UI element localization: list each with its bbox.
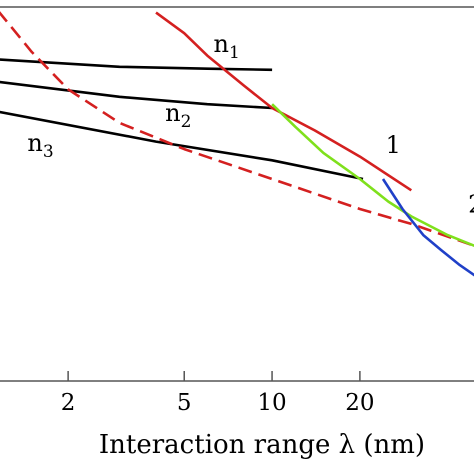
x-ticks: 2 5 10 20 xyxy=(61,371,375,416)
series-curves xyxy=(0,11,474,277)
x-axis-label: Interaction range λ (nm) xyxy=(99,430,425,460)
x-tick-label-5: 5 xyxy=(177,390,192,416)
series-line-unlabeled-4 xyxy=(0,11,474,248)
curve-label-n2: n2 xyxy=(165,99,191,132)
curve-labels: n1 n2 n3 1 2 xyxy=(27,30,474,219)
series-line-2 xyxy=(381,178,474,277)
series-line-n1 xyxy=(0,58,273,72)
series-line-n2 xyxy=(0,80,273,110)
x-tick-label-20: 20 xyxy=(345,390,374,416)
series-line-n3 xyxy=(0,110,364,181)
plot-frame xyxy=(0,6,474,382)
curve-label-2: 2 xyxy=(468,191,474,219)
curve-label-n3: n3 xyxy=(27,129,53,162)
series-line-unlabeled-5 xyxy=(271,103,474,248)
curve-label-n1: n1 xyxy=(214,30,240,63)
x-tick-label-10: 10 xyxy=(257,390,286,416)
curve-label-1: 1 xyxy=(386,131,401,159)
series-line-1 xyxy=(155,11,413,192)
x-tick-label-2: 2 xyxy=(61,390,76,416)
